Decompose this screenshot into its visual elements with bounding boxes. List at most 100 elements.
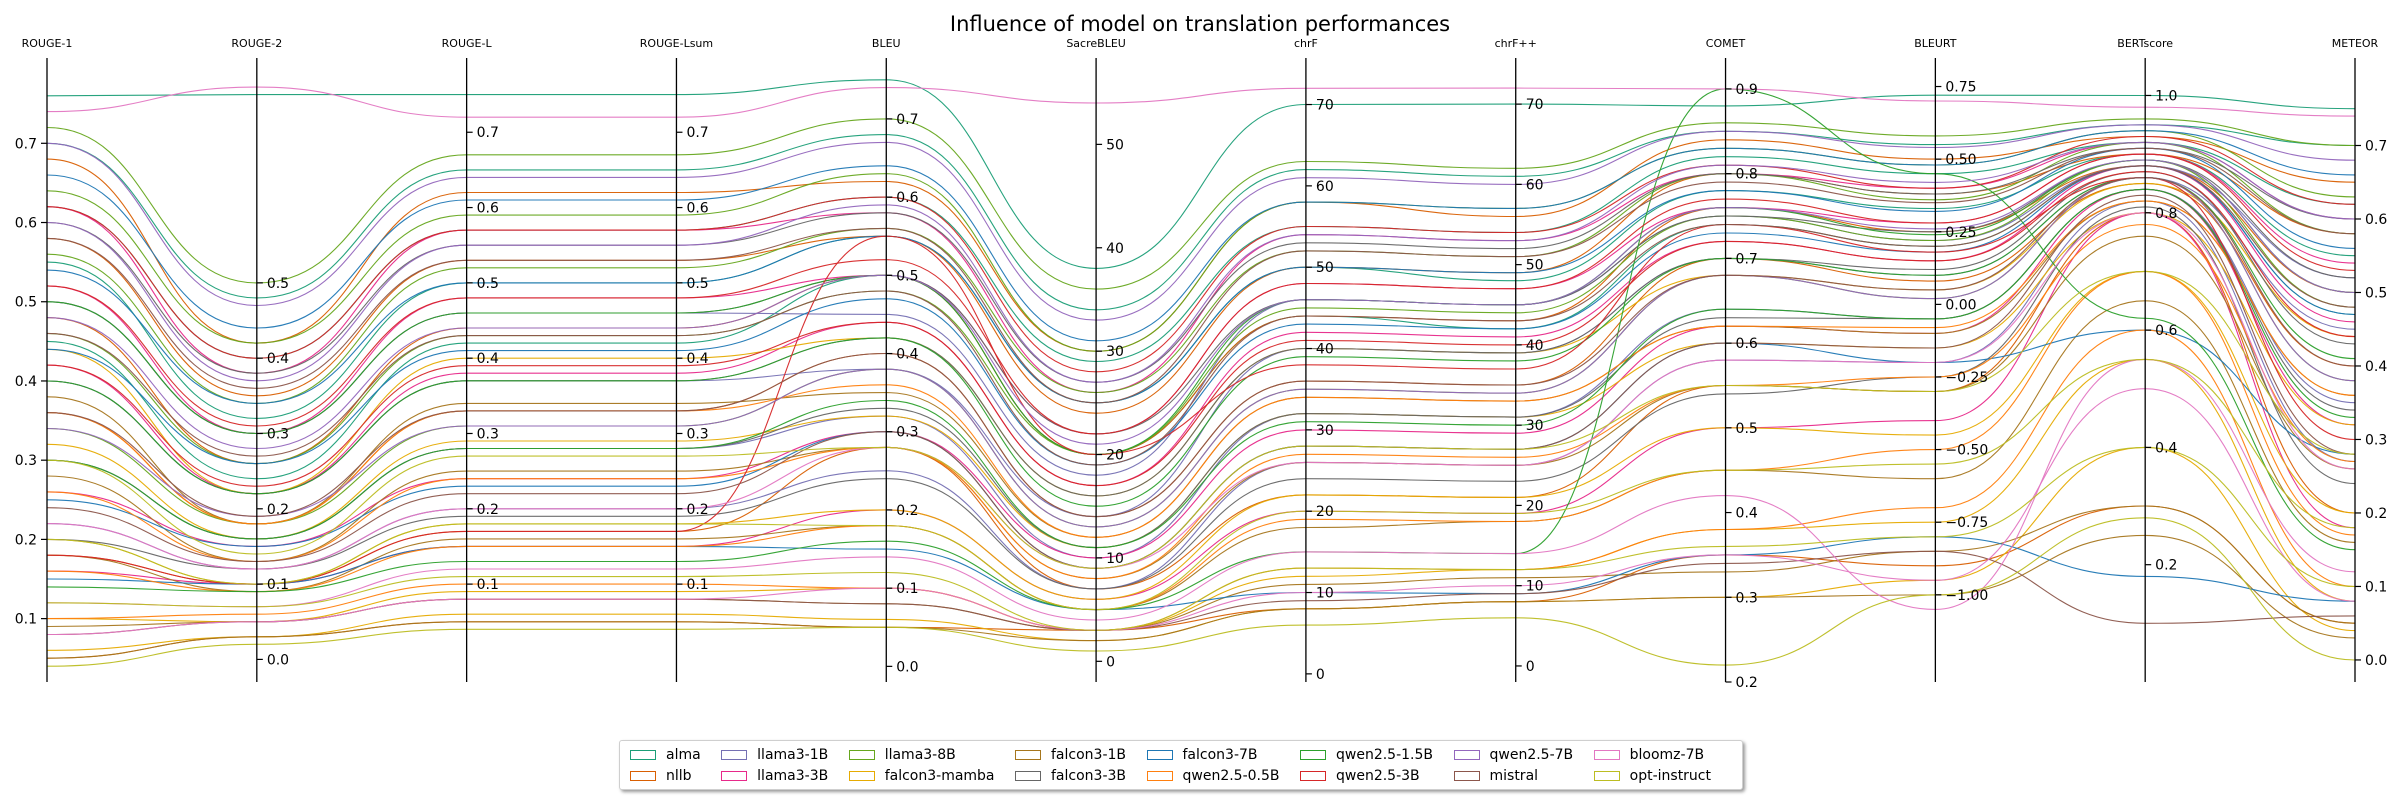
tick-label: 0.75 — [1945, 80, 1976, 96]
tick-label: 0.2 — [267, 502, 289, 518]
series-lines — [46, 79, 2356, 667]
legend-label: qwen2.5-7B — [1489, 746, 1574, 763]
tick-label: 10 — [1106, 551, 1124, 567]
tick-label: 0.5 — [686, 276, 708, 292]
legend-swatch — [630, 749, 656, 760]
legend-label: falcon3-mamba — [884, 767, 995, 784]
legend-item-qwen2.5-0.5B: qwen2.5-0.5B — [1146, 765, 1281, 786]
tick-label: 0.1 — [2365, 579, 2387, 595]
legend-item-llama3-1B: llama3-1B — [721, 744, 829, 765]
legend-item-falcon3-1B: falcon3-1B — [1015, 744, 1127, 765]
tick-label: 0.4 — [1736, 506, 1758, 522]
series-line-falcon3-7B — [46, 165, 2356, 466]
legend-swatch — [1146, 770, 1173, 781]
tick-label: 0.9 — [1736, 82, 1758, 98]
legend-item-qwen2.5-7B: qwen2.5-7B — [1453, 744, 1574, 765]
series-line-bloomz-7B — [46, 388, 2356, 636]
tick-label: −0.25 — [1945, 370, 1988, 386]
legend-swatch — [848, 749, 875, 760]
tick-label: 50 — [1316, 260, 1334, 276]
tick-label: 0.3 — [686, 426, 708, 442]
tick-label: 0.3 — [1736, 590, 1758, 606]
series-line-llama3-1B — [46, 165, 2356, 476]
legend-label: llama3-3B — [757, 767, 829, 784]
axis-label-ROUGE-1: ROUGE-1 — [22, 37, 73, 50]
legend-swatch — [630, 770, 656, 781]
series-line-opt-instruct — [46, 270, 2356, 569]
tick-label: 0.2 — [1736, 675, 1758, 691]
tick-label: 0.6 — [2155, 323, 2177, 339]
series-line-nllb — [46, 165, 2356, 465]
series-line-mistral — [46, 147, 2356, 404]
legend-item-llama3-8B: llama3-8B — [848, 744, 995, 765]
tick-label: 0.7 — [1736, 251, 1758, 267]
series-line-falcon3-1B — [46, 200, 2356, 538]
series-line-llama3-8B — [46, 141, 2356, 404]
series-line-llama3-3B — [46, 165, 2356, 495]
series-line-falcon3-1B — [46, 235, 2356, 580]
axis-label-ROUGE-2: ROUGE-2 — [231, 37, 282, 50]
legend-swatch — [848, 770, 875, 781]
legend-swatch — [1300, 749, 1326, 760]
series-line-llama3-8B — [46, 118, 2356, 290]
tick-label: 0.0 — [267, 652, 289, 668]
axes: ROUGE-1 0.1 0.2 0.3 0.4 0.5 0.6 0.7 ROUGE-2 0.0 0.… — [15, 37, 2388, 691]
legend-item-qwen2.5-3B: qwen2.5-3B — [1300, 765, 1434, 786]
tick-label: 0.5 — [267, 276, 289, 292]
legend-label: alma — [666, 746, 701, 763]
legend-label: falcon3-3B — [1051, 767, 1127, 784]
tick-label: 0.6 — [477, 201, 499, 217]
legend-label: nllb — [666, 767, 692, 784]
legend-item-bloomz-7B: bloomz-7B — [1593, 744, 1712, 765]
axis-label-COMET: COMET — [1706, 37, 1746, 50]
axis-label-BLEU: BLEU — [872, 37, 901, 50]
tick-label: 1.0 — [2155, 88, 2177, 104]
tick-label: 0.6 — [1736, 336, 1758, 352]
legend-item-qwen2.5-1.5B: qwen2.5-1.5B — [1300, 744, 1434, 765]
legend-label: mistral — [1489, 767, 1539, 784]
tick-label: −0.50 — [1945, 443, 1988, 459]
series-line-mistral — [46, 165, 2356, 466]
tick-label: 50 — [1526, 258, 1544, 274]
tick-label: 10 — [1526, 579, 1544, 595]
tick-label: 40 — [1316, 342, 1334, 358]
legend-label: opt-instruct — [1629, 767, 1711, 784]
legend-item-nllb: nllb — [630, 765, 701, 786]
tick-label: 60 — [1316, 179, 1334, 195]
tick-label: 0 — [1106, 654, 1115, 670]
tick-label: 0.1 — [477, 577, 499, 593]
tick-label: 20 — [1316, 504, 1334, 520]
series-line-qwen2.5-0.5B — [46, 200, 2356, 538]
series-line-alma — [46, 79, 2356, 269]
tick-label: 70 — [1526, 97, 1544, 113]
series-line-opt-instruct — [46, 446, 2356, 631]
tick-label: 0.3 — [15, 453, 37, 469]
axis-label-ROUGE-Lsum: ROUGE-Lsum — [640, 37, 713, 50]
series-line-bloomz-7B — [46, 86, 2356, 118]
tick-label: 0.5 — [896, 268, 918, 284]
tick-label: 0.1 — [267, 577, 289, 593]
tick-label: 0.8 — [2155, 206, 2177, 222]
axis-label-chrF++: chrF++ — [1495, 37, 1537, 50]
legend-label: qwen2.5-0.5B — [1182, 767, 1280, 784]
series-line-qwen2.5-1.5B — [46, 188, 2356, 549]
tick-label: 0.50 — [1945, 152, 1976, 168]
tick-label: 0.0 — [2365, 653, 2387, 669]
legend-swatch — [721, 749, 748, 760]
series-line-qwen2.5-3B — [46, 135, 2356, 373]
tick-label: 20 — [1106, 448, 1124, 464]
tick-label: 20 — [1526, 498, 1544, 514]
tick-label: 30 — [1526, 418, 1544, 434]
series-line-llama3-8B — [46, 159, 2356, 465]
legend-label: qwen2.5-1.5B — [1336, 746, 1434, 763]
tick-label: 60 — [1526, 177, 1544, 193]
axis-label-ROUGE-L: ROUGE-L — [442, 37, 493, 50]
tick-label: 0.6 — [896, 190, 918, 206]
tick-label: 0.5 — [15, 295, 37, 311]
series-line-falcon3-3B — [46, 147, 2356, 383]
tick-label: 50 — [1106, 137, 1124, 153]
legend: alma nllb llama3-1B llama3-3B llama3-8B falco… — [619, 740, 1743, 790]
tick-label: 0.6 — [686, 201, 708, 217]
tick-label: 0.4 — [15, 374, 37, 390]
